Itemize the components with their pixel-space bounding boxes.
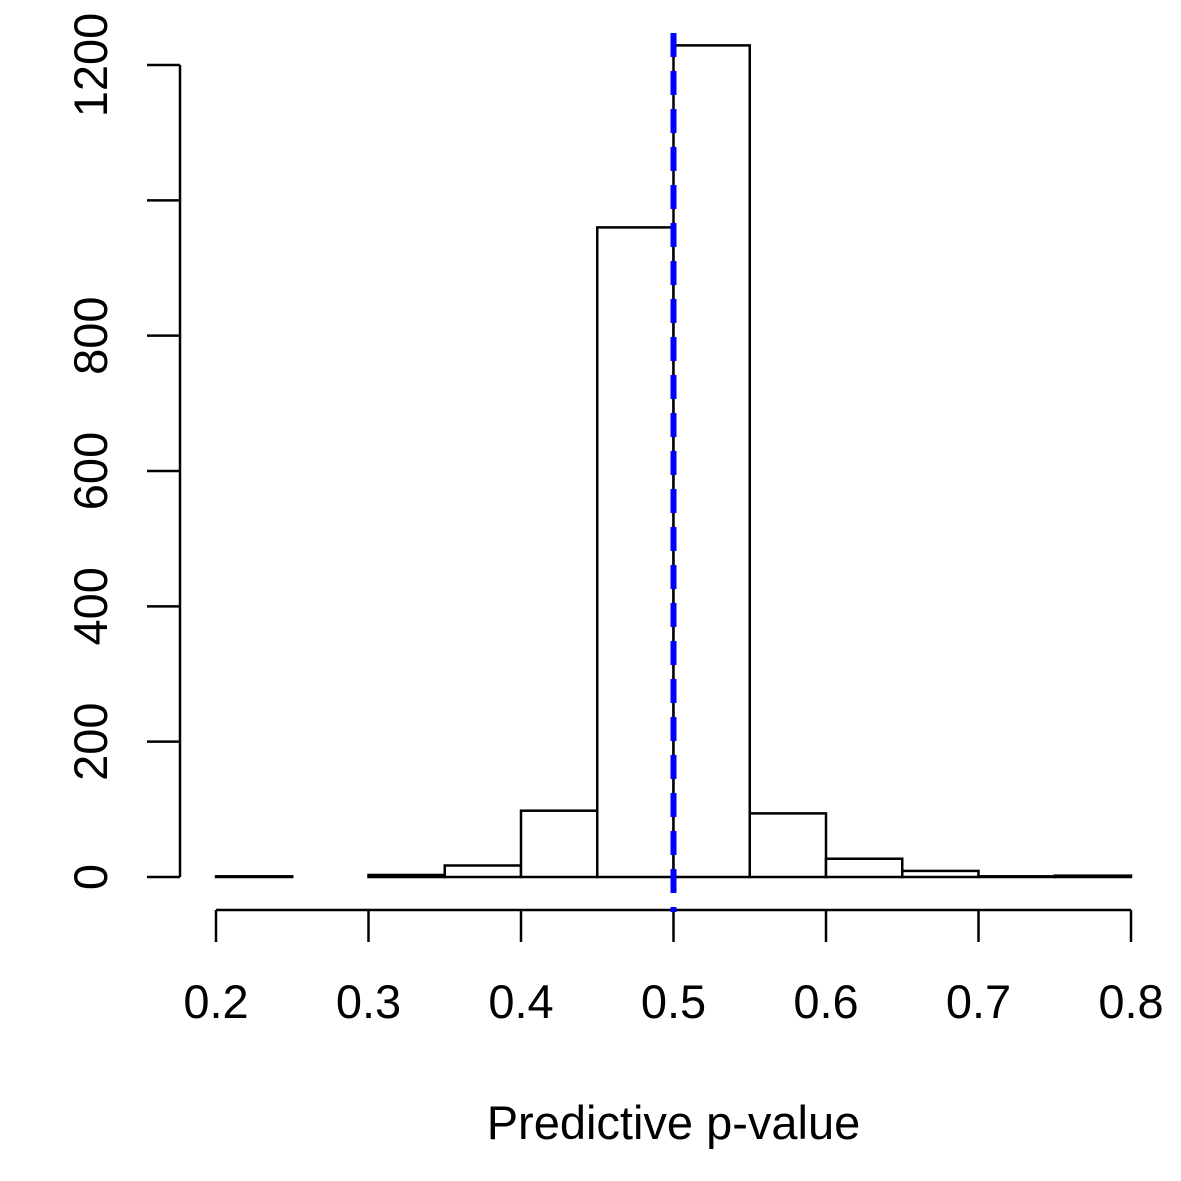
y-tick-label: 800 bbox=[64, 296, 117, 374]
histogram-bar bbox=[519, 809, 599, 879]
y-tick-label: 400 bbox=[64, 567, 117, 645]
histogram-bar bbox=[901, 869, 980, 879]
histogram-bar bbox=[1053, 874, 1133, 879]
histogram-bar bbox=[367, 873, 446, 879]
x-tick-label: 0.3 bbox=[336, 975, 401, 1028]
x-tick-label: 0.5 bbox=[641, 975, 706, 1028]
histogram-bar bbox=[214, 875, 294, 879]
y-tick-label: 0 bbox=[64, 864, 117, 890]
histogram-bar bbox=[977, 875, 1056, 879]
x-axis: 0.2 0.3 0.4 0.5 0.6 0.7 0.8 bbox=[183, 908, 1164, 1028]
x-tick-label: 0.4 bbox=[488, 975, 553, 1028]
x-tick-label: 0.7 bbox=[946, 975, 1011, 1028]
histogram-bar bbox=[443, 864, 523, 879]
y-axis: 0 200 400 600 800 1200 bbox=[64, 13, 182, 890]
x-tick-label: 0.2 bbox=[183, 975, 248, 1028]
histogram-bar bbox=[748, 812, 828, 879]
y-tick-label: 600 bbox=[64, 432, 117, 510]
y-tick-label: 1200 bbox=[64, 13, 117, 118]
histogram-bars bbox=[214, 44, 1133, 879]
histogram-bar bbox=[824, 857, 904, 879]
x-tick-label: 0.6 bbox=[793, 975, 858, 1028]
x-axis-title: Predictive p-value bbox=[487, 1096, 861, 1149]
x-tick-label: 0.8 bbox=[1098, 975, 1163, 1028]
y-tick-label: 200 bbox=[64, 702, 117, 780]
histogram-bar bbox=[596, 226, 675, 879]
histogram-bar bbox=[672, 44, 751, 879]
